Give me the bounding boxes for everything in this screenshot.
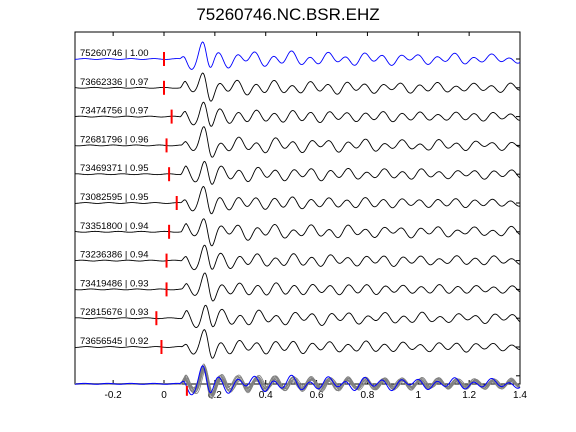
trace-label: 73469371 | 0.95 (80, 163, 149, 174)
x-tick-label: 0 (161, 390, 167, 401)
x-tick-label: 1.2 (462, 390, 476, 401)
trace-line (74, 41, 521, 70)
trace-label: 73474756 | 0.97 (80, 106, 149, 117)
trace-label: 73236386 | 0.94 (80, 250, 149, 261)
trace-label: 73351800 | 0.94 (80, 221, 149, 232)
trace-line (74, 101, 521, 127)
trace-line (74, 304, 521, 328)
trace-line (74, 244, 521, 271)
trace-label: 73656545 | 0.92 (80, 336, 149, 347)
x-tick-label: 0.6 (310, 390, 324, 401)
x-tick-label: 0.8 (360, 390, 374, 401)
trace-line (74, 126, 521, 158)
trace-line (74, 160, 521, 185)
stack-reference-trace (74, 365, 521, 396)
x-tick-label: -0.2 (105, 390, 123, 401)
trace-label: 73662336 | 0.97 (80, 77, 149, 88)
x-tick-label: 0.4 (259, 390, 273, 401)
trace-line (74, 272, 521, 302)
trace-line (74, 185, 521, 215)
chart-title: 75260746.NC.BSR.EHZ (196, 5, 380, 24)
trace-line (74, 72, 521, 102)
x-tick-label: 1.4 (513, 390, 527, 401)
trace-label: 72815676 | 0.93 (80, 307, 149, 318)
trace-label: 73082595 | 0.95 (80, 192, 149, 203)
trace-label: 72681796 | 0.96 (80, 134, 149, 145)
trace-line (75, 329, 521, 359)
x-tick-label: 0.2 (208, 390, 222, 401)
trace-label: 73419486 | 0.93 (80, 278, 149, 289)
x-tick-label: 1 (416, 390, 422, 401)
trace-label: 75260746 | 1.00 (80, 48, 149, 59)
trace-line (74, 218, 521, 247)
